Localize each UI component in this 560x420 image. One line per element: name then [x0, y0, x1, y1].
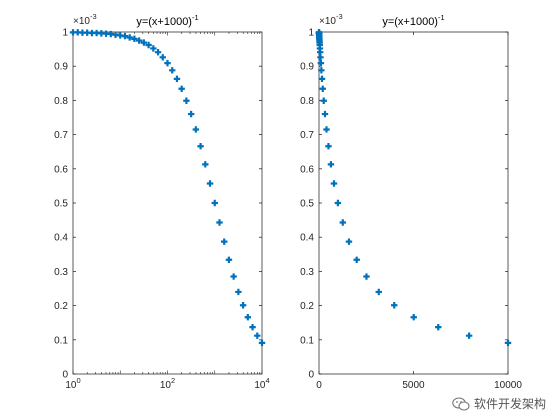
- x-tick-label: 0: [316, 380, 322, 391]
- data-point: [178, 85, 185, 92]
- data-point: [330, 180, 338, 187]
- data-point: [235, 288, 242, 296]
- y-tick-label: 0.9: [54, 62, 68, 73]
- data-point: [225, 256, 233, 263]
- data-point: [325, 143, 332, 150]
- data-point: [173, 75, 181, 83]
- data-point: [258, 339, 266, 347]
- data-point: [363, 273, 370, 280]
- y-tick-label: 0.1: [54, 335, 68, 346]
- data-point: [221, 238, 228, 245]
- data-point: [318, 67, 325, 74]
- data-point: [206, 180, 214, 187]
- y-tick-label: 0.5: [54, 199, 68, 210]
- y-tick-label: 0.7: [54, 130, 68, 141]
- data-point: [230, 273, 237, 280]
- y-tick-label: 0.8: [300, 96, 314, 107]
- data-point: [183, 97, 190, 104]
- data-point: [465, 332, 473, 339]
- data-point: [504, 339, 512, 347]
- y-tick-label: 0.5: [300, 199, 314, 210]
- data-point: [410, 314, 417, 321]
- y-tick-label: 0.2: [300, 301, 314, 312]
- data-point: [154, 48, 162, 56]
- y-tick-label: 0: [62, 370, 68, 381]
- watermark: 软件开发架构: [452, 395, 546, 412]
- y-tick-label: 0.8: [54, 96, 68, 107]
- y-tick-label: 0.6: [300, 164, 314, 175]
- x-tick-label: 100: [65, 376, 80, 391]
- data-point: [319, 85, 326, 92]
- data-point: [150, 45, 157, 52]
- data-point: [140, 39, 148, 46]
- data-point: [323, 126, 330, 133]
- data-point: [126, 34, 133, 41]
- data-point: [169, 67, 176, 74]
- chart-title: y=(x+1000)-1: [136, 13, 198, 28]
- left-subplot: 0 0.1 0.2 0.3 0.4 0.5 0.6 0.7 0.8 0.9 1 100 102 104 ×1…: [54, 12, 270, 391]
- data-point: [353, 256, 360, 263]
- y-tick-label: 0.3: [300, 267, 314, 278]
- y-tick-label: 1: [62, 28, 68, 39]
- data-point: [320, 97, 327, 104]
- data-point: [202, 161, 209, 168]
- data-point: [192, 126, 200, 133]
- data-point: [145, 41, 152, 49]
- y-tick-label: 0.7: [300, 130, 314, 141]
- data-point: [131, 35, 138, 43]
- data-point: [375, 288, 382, 296]
- data-point: [249, 323, 256, 331]
- data-point: [321, 110, 329, 118]
- data-point: [121, 32, 129, 40]
- x-tick-label: 104: [254, 376, 269, 391]
- data-point: [164, 59, 171, 67]
- data-point: [197, 143, 204, 150]
- wechat-icon: [452, 396, 470, 411]
- data-point: [345, 238, 353, 245]
- x-tick-label: 102: [160, 376, 175, 391]
- data-point: [391, 302, 398, 309]
- x-tick-label: 5000: [402, 380, 425, 391]
- data-point: [159, 54, 166, 61]
- y-multiplier-label: ×10-3: [73, 12, 97, 27]
- data-point: [334, 199, 342, 207]
- data-point: [239, 302, 247, 309]
- y-tick-label: 1: [308, 28, 314, 39]
- data-point: [187, 110, 195, 118]
- data-point: [317, 59, 325, 67]
- axes-box: [318, 31, 509, 375]
- data-point: [244, 314, 252, 321]
- data-point: [435, 323, 442, 331]
- y-tick-label: 0.3: [54, 267, 68, 278]
- y-tick-label: 0.2: [54, 301, 68, 312]
- y-tick-label: 0.4: [54, 233, 68, 244]
- data-point: [318, 75, 326, 83]
- data-point: [339, 219, 346, 226]
- x-tick-label: 10000: [494, 380, 522, 391]
- data-point: [211, 199, 218, 207]
- y-tick-label: 0.1: [300, 335, 314, 346]
- axes-box: [72, 31, 263, 375]
- y-tick-label: 0.6: [54, 164, 68, 175]
- data-point: [317, 54, 324, 61]
- data-point: [254, 332, 261, 339]
- watermark-text: 软件开发架构: [473, 397, 546, 411]
- y-tick-label: 0.4: [300, 233, 314, 244]
- y-tick-label: 0: [308, 370, 314, 381]
- data-point: [135, 37, 143, 44]
- data-point: [216, 219, 223, 226]
- y-multiplier-label: ×10-3: [319, 12, 343, 27]
- right-subplot: 0 0.1 0.2 0.3 0.4 0.5 0.6 0.7 0.8 0.9 1 0 5000 10000 ×…: [300, 12, 522, 391]
- data-point: [327, 161, 335, 168]
- y-tick-label: 0.9: [300, 62, 314, 73]
- chart-title: y=(x+1000)-1: [382, 13, 444, 28]
